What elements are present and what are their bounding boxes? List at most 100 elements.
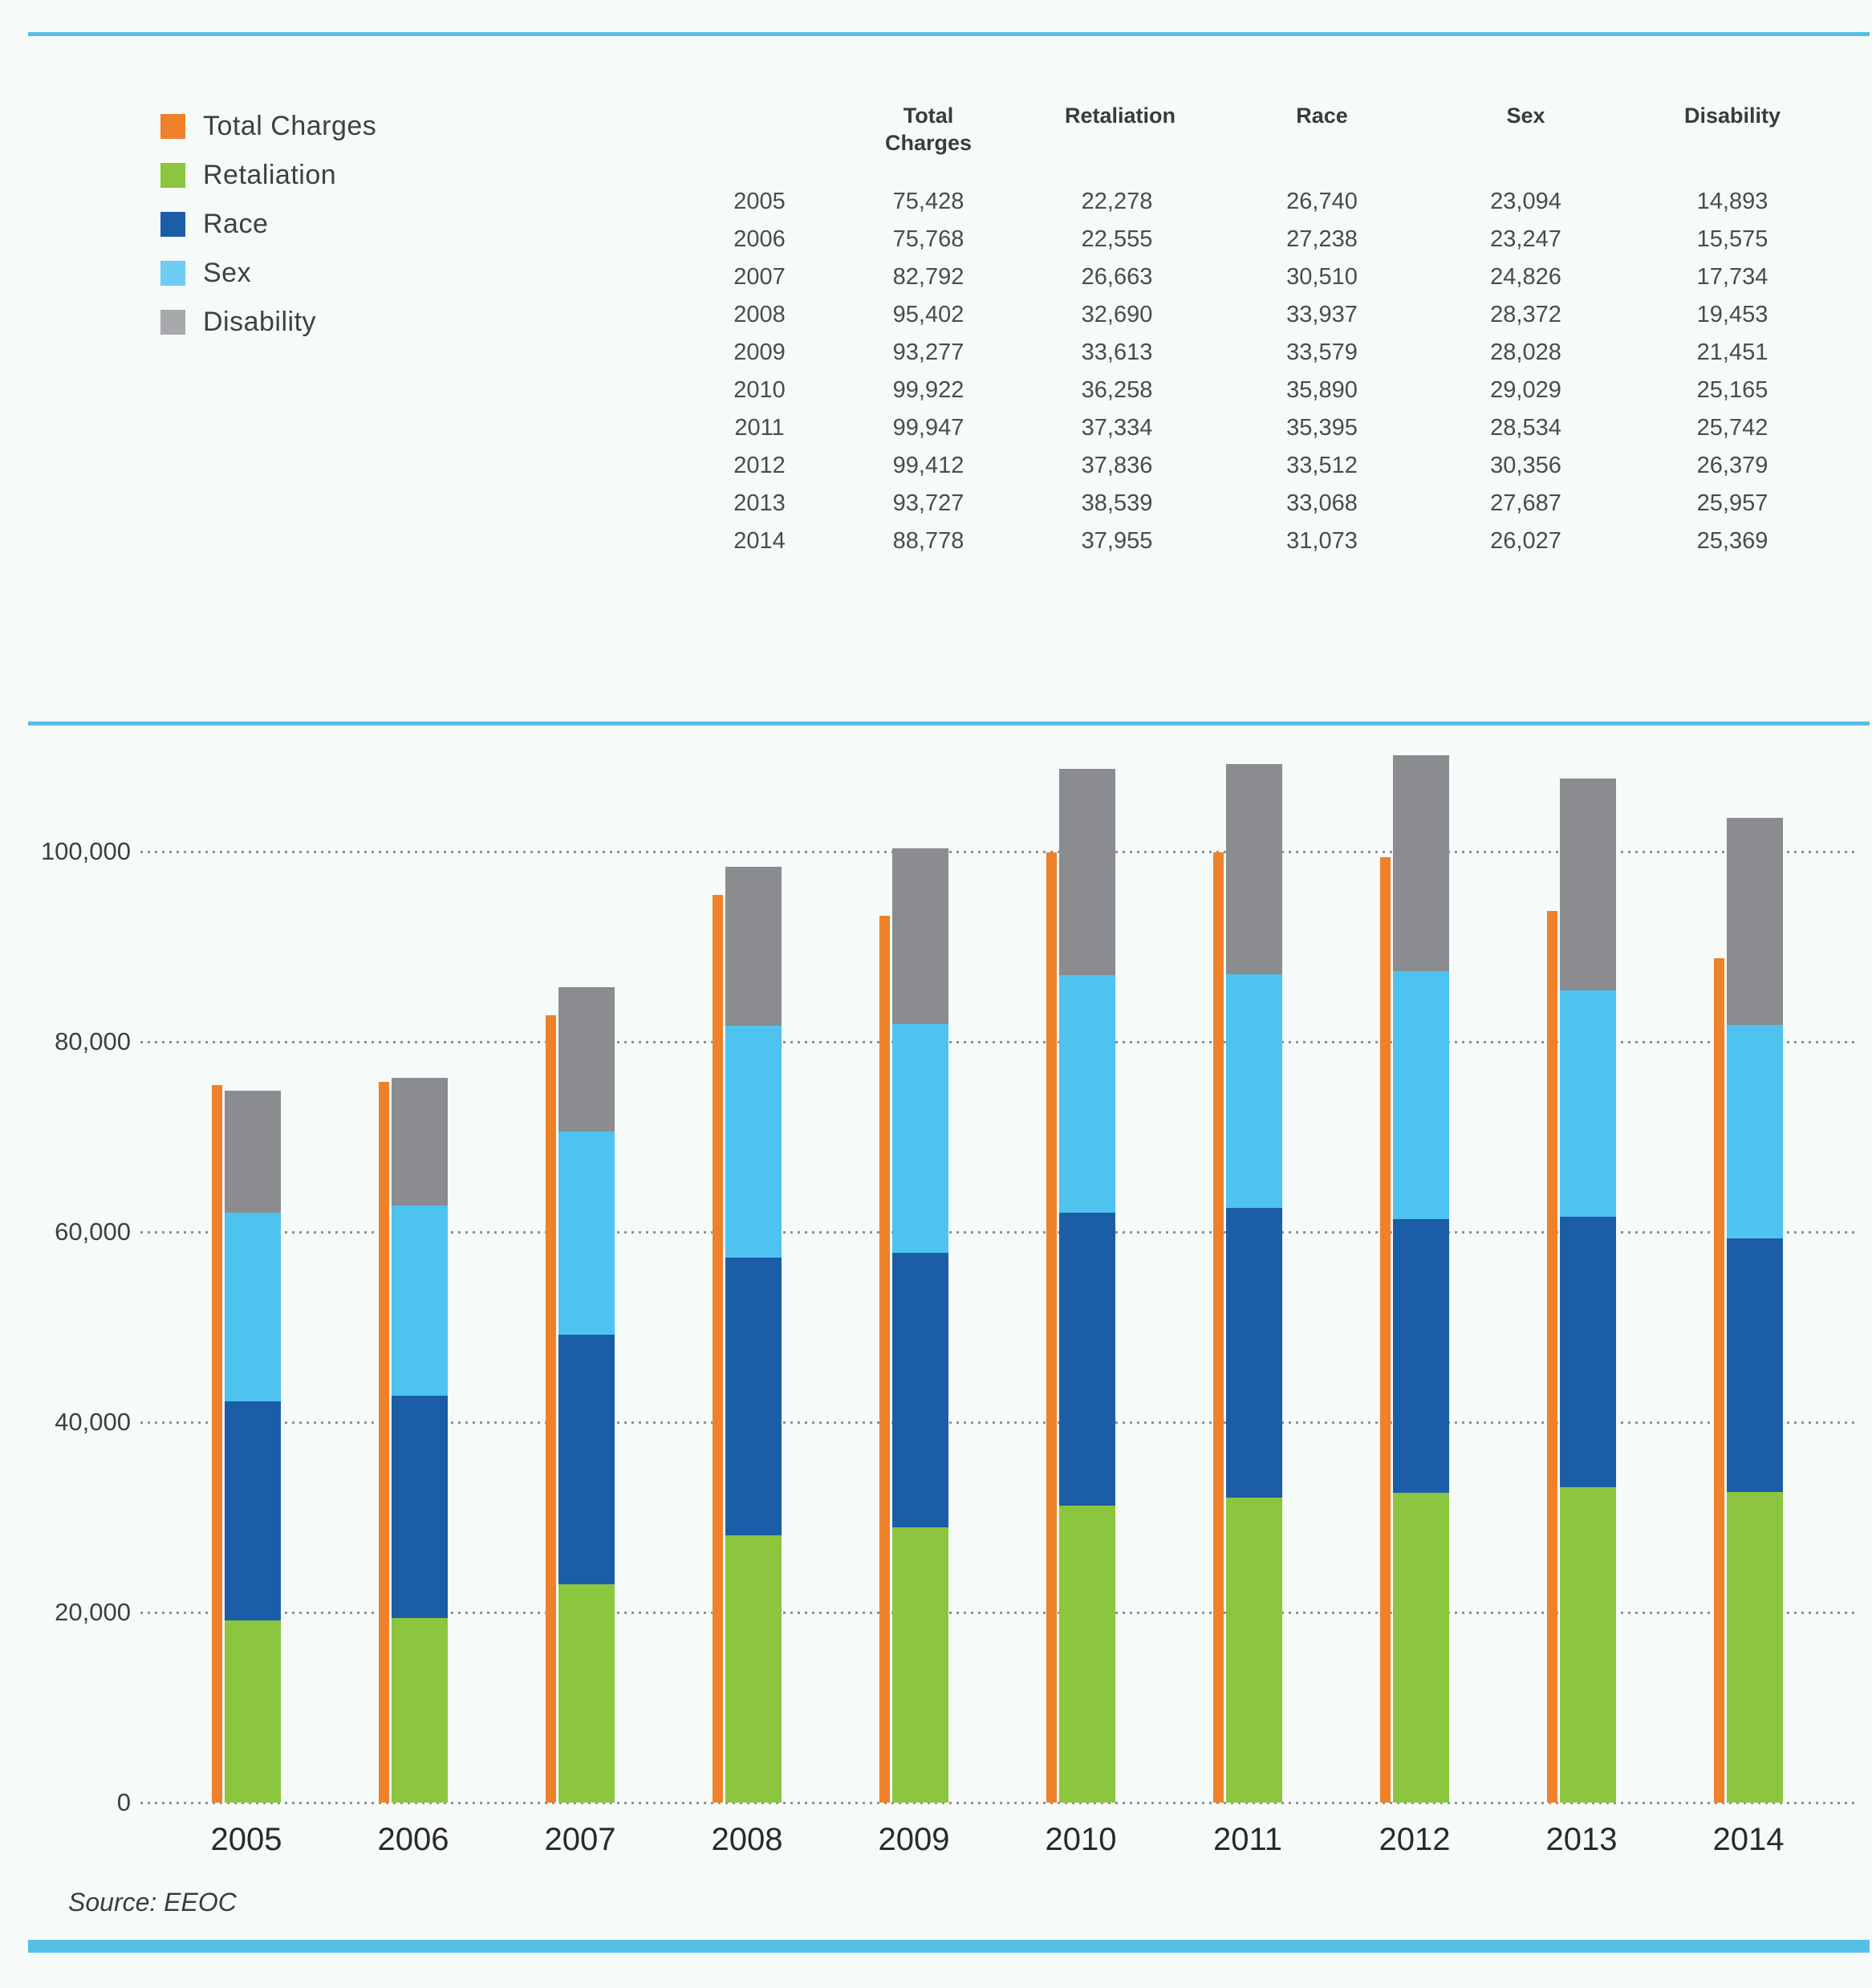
value-cell: 25,742 xyxy=(1696,415,1768,441)
header-sex: Sex xyxy=(1506,104,1545,128)
value-cell: 33,613 xyxy=(1081,339,1153,365)
value-cell: 23,247 xyxy=(1490,226,1561,252)
value-cell: 14,893 xyxy=(1696,189,1768,214)
value-cell: 26,663 xyxy=(1081,264,1153,290)
stack-segment-disability xyxy=(892,848,948,1024)
year-cell: 2006 xyxy=(733,226,786,252)
stack-segment-race xyxy=(558,1335,615,1585)
legend-label: Total Charges xyxy=(203,111,377,141)
year-cell: 2013 xyxy=(733,490,786,516)
y-axis-tick-label: 80,000 xyxy=(55,1027,131,1055)
value-cell: 32,690 xyxy=(1081,302,1153,327)
value-cell: 93,277 xyxy=(892,339,964,365)
sex-swatch-icon xyxy=(160,261,185,286)
stack-segment-retaliation xyxy=(1727,1492,1783,1803)
stack-segment-retaliation xyxy=(1059,1506,1115,1803)
stack-segment-race xyxy=(1393,1218,1449,1494)
stacked-bar xyxy=(892,848,948,1803)
x-axis-year-label: 2008 xyxy=(711,1822,783,1857)
header-race: Race xyxy=(1296,104,1348,128)
stacked-bar xyxy=(1393,754,1449,1803)
value-cell: 31,073 xyxy=(1286,528,1358,554)
total-charges-bar xyxy=(713,895,723,1803)
value-cell: 33,937 xyxy=(1286,302,1358,327)
stack-segment-race xyxy=(1226,1207,1282,1498)
value-cell: 25,165 xyxy=(1696,377,1768,403)
stack-segment-sex xyxy=(392,1205,448,1396)
stack-segment-sex xyxy=(1560,990,1616,1218)
stacked-bar-chart: 0 20,000 40,000 60,000 80,000 100,000 2005 2006… xyxy=(0,726,1872,1988)
chart-legend: Total Charges Retaliation Race Sex Disab… xyxy=(160,111,377,359)
x-axis-year-label: 2006 xyxy=(377,1822,449,1857)
stack-segment-retaliation xyxy=(1226,1497,1282,1803)
stack-segment-disability xyxy=(1393,754,1449,971)
value-cell: 99,947 xyxy=(892,415,964,441)
stack-segment-sex xyxy=(1059,974,1115,1213)
stack-segment-disability xyxy=(225,1091,281,1214)
value-cell: 22,278 xyxy=(1081,189,1153,214)
year-cell: 2009 xyxy=(733,339,786,365)
total-charges-bar xyxy=(546,1014,556,1803)
charges-data-table: Total Charges Retaliation Race Sex Disab… xyxy=(676,103,1837,560)
stack-segment-sex xyxy=(558,1132,615,1335)
stack-segment-race xyxy=(392,1395,448,1619)
stack-segment-disability xyxy=(392,1077,448,1205)
value-cell: 25,957 xyxy=(1696,490,1768,516)
stacked-bar xyxy=(725,866,782,1803)
y-axis-tick-label: 0 xyxy=(116,1788,131,1816)
table-row: 2011 99,947 37,334 35,395 28,534 25,742 xyxy=(676,409,1837,447)
year-cell: 2011 xyxy=(734,415,785,441)
table-row: 2014 88,778 37,955 31,073 26,027 25,369 xyxy=(676,522,1837,560)
stack-segment-retaliation xyxy=(1393,1493,1449,1803)
top-divider-rule xyxy=(28,32,1870,36)
y-axis-tick-label: 20,000 xyxy=(55,1598,131,1626)
stacked-bar xyxy=(392,1077,448,1803)
legend-label: Race xyxy=(203,209,269,239)
x-axis-year-label: 2009 xyxy=(878,1822,950,1857)
value-cell: 33,579 xyxy=(1286,339,1358,365)
table-row: 2008 95,402 32,690 33,937 28,372 19,453 xyxy=(676,296,1837,334)
stacked-bar xyxy=(1560,778,1616,1803)
y-axis-tick-label: 40,000 xyxy=(55,1408,131,1436)
stack-segment-disability xyxy=(1560,778,1616,991)
legend-item-sex: Sex xyxy=(160,258,376,288)
stack-segment-sex xyxy=(1226,974,1282,1208)
value-cell: 75,428 xyxy=(892,189,964,214)
value-cell: 27,238 xyxy=(1286,226,1358,252)
value-cell: 88,778 xyxy=(892,528,964,554)
y-axis-tick-label: 100,000 xyxy=(40,837,131,865)
value-cell: 17,734 xyxy=(1696,264,1768,290)
y-gridline xyxy=(140,1802,1858,1804)
stack-segment-retaliation xyxy=(225,1620,281,1803)
value-cell: 15,575 xyxy=(1696,226,1768,252)
bottom-divider-rule xyxy=(28,1940,1870,1953)
race-swatch-icon xyxy=(160,212,185,237)
stack-segment-sex xyxy=(725,1025,782,1258)
value-cell: 37,334 xyxy=(1081,415,1153,441)
stack-segment-race xyxy=(225,1401,281,1620)
stack-segment-retaliation xyxy=(558,1584,615,1803)
table-row: 2009 93,277 33,613 33,579 28,028 21,451 xyxy=(676,334,1837,372)
value-cell: 35,395 xyxy=(1286,415,1358,441)
stack-segment-disability xyxy=(1059,769,1115,975)
total-charges-bar xyxy=(1547,911,1557,1803)
year-cell: 2005 xyxy=(733,189,786,214)
y-gridline xyxy=(140,1231,1858,1234)
year-cell: 2008 xyxy=(733,302,786,327)
value-cell: 30,356 xyxy=(1490,453,1561,478)
value-cell: 99,412 xyxy=(892,453,964,478)
disability-swatch-icon xyxy=(160,310,185,335)
value-cell: 95,402 xyxy=(892,302,964,327)
total-charges-bar xyxy=(1046,852,1057,1803)
value-cell: 28,534 xyxy=(1490,415,1561,441)
table-row: 2005 75,428 22,278 26,740 23,094 14,893 xyxy=(676,183,1837,221)
source-note: Source: EEOC xyxy=(68,1888,237,1917)
header-year xyxy=(676,103,843,183)
y-gridline xyxy=(140,1612,1858,1614)
value-cell: 23,094 xyxy=(1490,189,1561,214)
stack-segment-race xyxy=(725,1258,782,1535)
year-cell: 2007 xyxy=(733,264,786,290)
header-retaliation: Retaliation xyxy=(1065,104,1176,128)
x-axis-year-label: 2013 xyxy=(1545,1822,1618,1857)
